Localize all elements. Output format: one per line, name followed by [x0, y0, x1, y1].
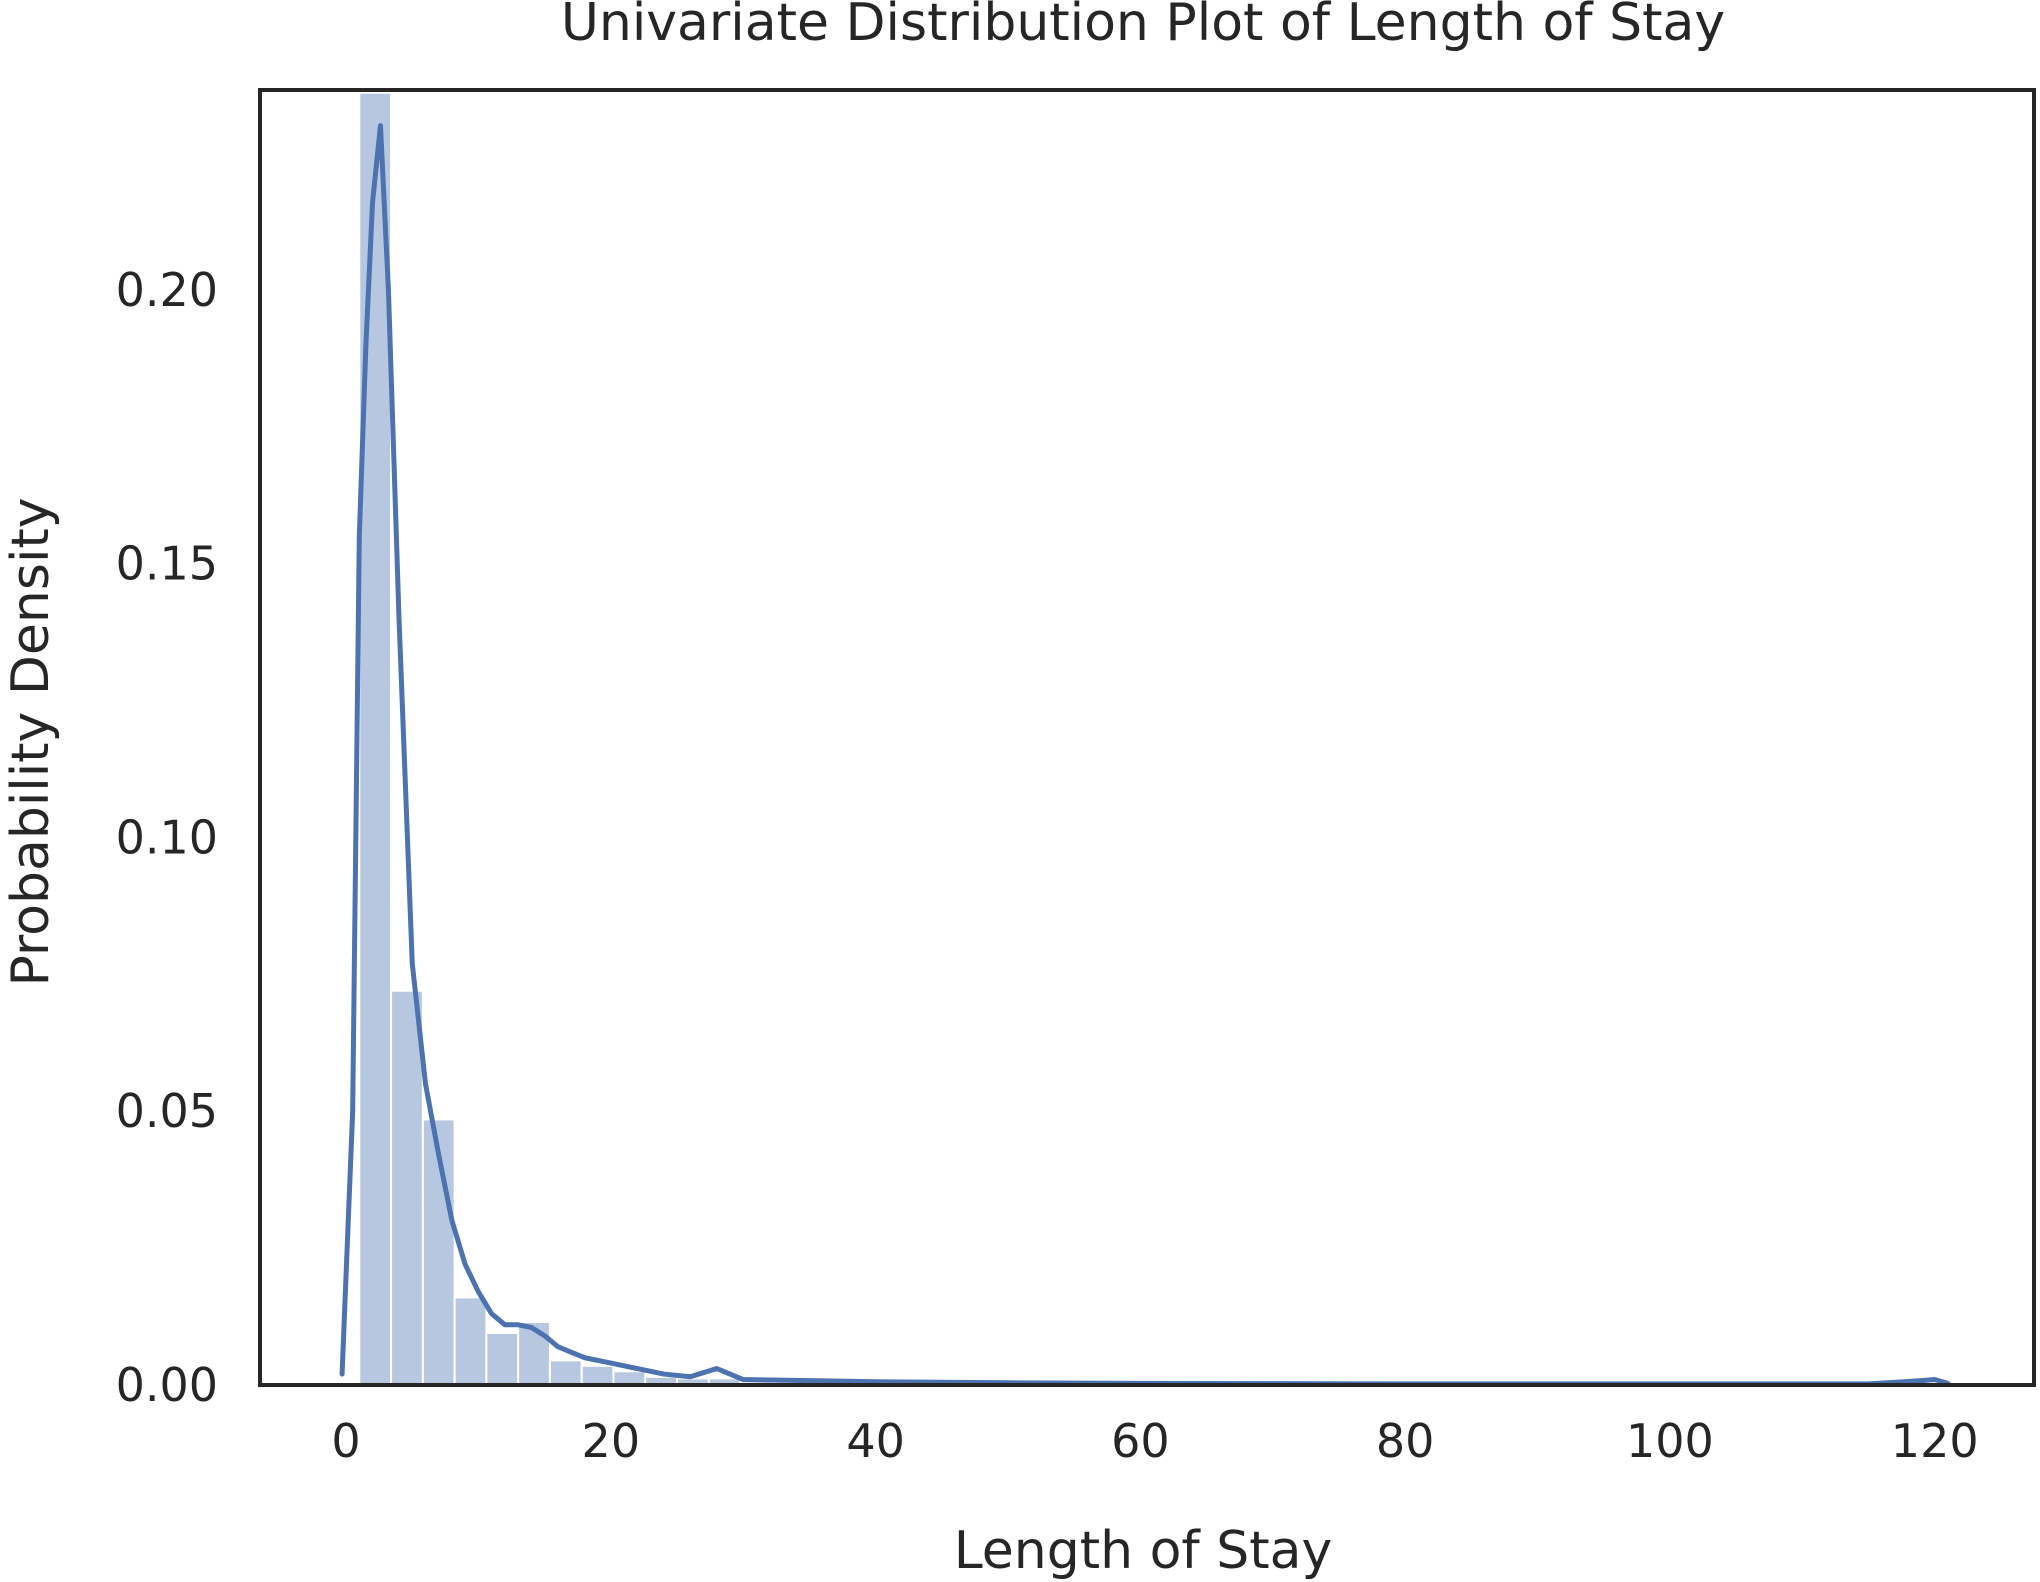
histogram-bar — [612, 1370, 647, 1387]
y-tick-label: 0.10 — [116, 810, 218, 864]
histogram-bars — [358, 91, 774, 1387]
x-tick-label: 0 — [331, 1414, 360, 1468]
plot-frame — [258, 88, 2036, 1387]
y-tick-label: 0.00 — [116, 1358, 218, 1412]
x-axis-label: Length of Stay — [954, 1521, 1333, 1581]
x-tick-label: 20 — [582, 1414, 641, 1468]
x-tick-label: 120 — [1891, 1414, 1979, 1468]
histogram-bar — [485, 1331, 520, 1386]
y-tick-label: 0.05 — [116, 1084, 218, 1138]
x-tick-label: 40 — [846, 1414, 905, 1468]
y-tick-label: 0.15 — [116, 537, 218, 591]
histogram-bar — [548, 1359, 583, 1386]
histogram-bar — [580, 1364, 615, 1386]
histogram-bar — [390, 989, 424, 1387]
chart-title: Univariate Distribution Plot of Length o… — [561, 0, 1725, 53]
histogram-bar — [453, 1296, 488, 1387]
x-tick-label: 60 — [1111, 1414, 1170, 1468]
x-axis-ticks: 0 20 40 60 80 100 120 — [331, 1414, 1978, 1468]
x-tick-label: 100 — [1626, 1414, 1714, 1468]
y-axis-label: Probability Density — [1, 497, 61, 986]
y-axis-ticks: 0.00 0.05 0.10 0.15 0.20 — [116, 263, 218, 1412]
kde-density-line — [339, 123, 1951, 1387]
y-tick-label: 0.20 — [116, 263, 218, 317]
x-tick-label: 80 — [1376, 1414, 1435, 1468]
